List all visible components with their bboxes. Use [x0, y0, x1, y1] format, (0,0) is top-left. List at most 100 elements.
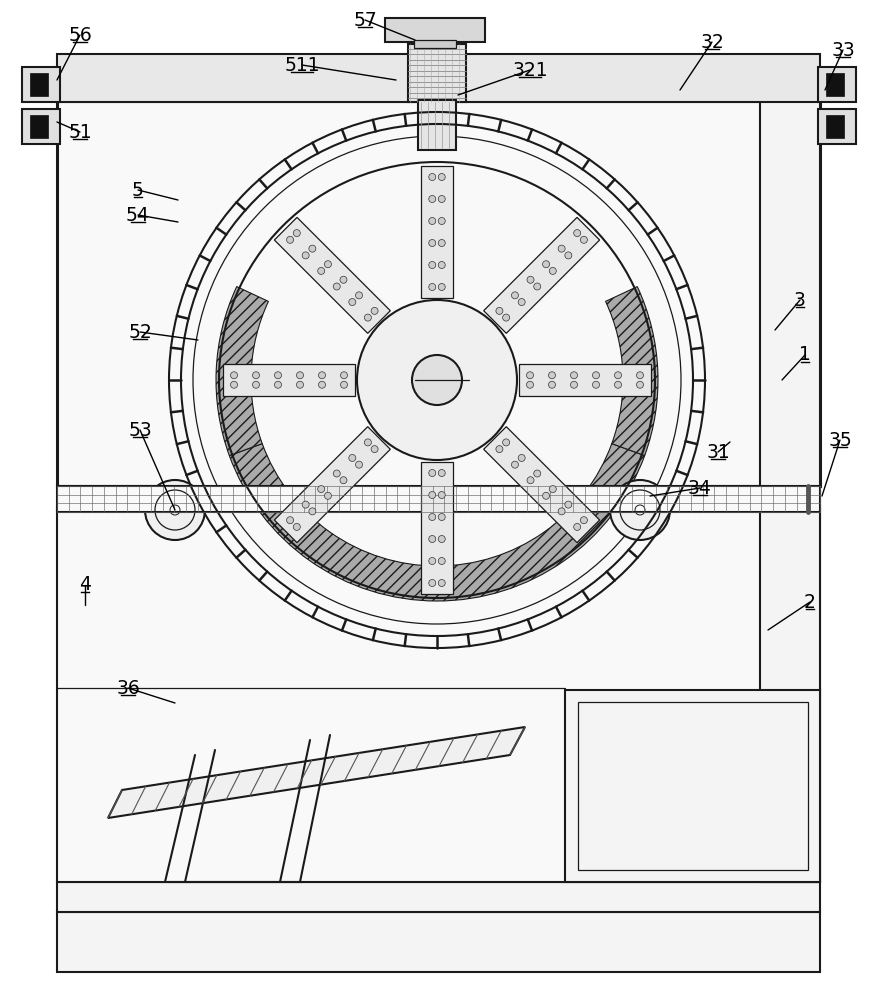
Circle shape [558, 508, 565, 515]
Circle shape [333, 283, 340, 290]
Circle shape [438, 284, 445, 290]
Circle shape [580, 236, 587, 243]
Circle shape [231, 372, 238, 379]
Circle shape [371, 307, 378, 314]
Circle shape [275, 372, 282, 379]
Circle shape [296, 372, 303, 379]
Text: 3: 3 [793, 290, 805, 310]
Circle shape [253, 372, 260, 379]
Circle shape [340, 372, 347, 379]
Circle shape [570, 381, 577, 388]
Circle shape [438, 470, 445, 477]
Circle shape [286, 517, 293, 524]
Circle shape [275, 381, 282, 388]
Polygon shape [420, 462, 453, 594]
Bar [57, 486, 819, 512]
Circle shape [318, 372, 325, 379]
Circle shape [348, 299, 355, 306]
Text: 511: 511 [284, 56, 319, 75]
Polygon shape [420, 166, 453, 298]
Circle shape [253, 381, 260, 388]
Text: 5: 5 [132, 181, 144, 200]
Text: 51: 51 [68, 123, 92, 142]
Circle shape [636, 381, 643, 388]
Polygon shape [483, 217, 599, 333]
Circle shape [339, 477, 346, 484]
Circle shape [592, 381, 599, 388]
Circle shape [309, 508, 316, 515]
Circle shape [438, 261, 445, 268]
Circle shape [438, 514, 445, 520]
Circle shape [231, 381, 238, 388]
Wedge shape [605, 287, 657, 456]
Circle shape [428, 558, 435, 564]
Circle shape [364, 439, 371, 446]
Circle shape [511, 461, 517, 468]
Circle shape [542, 261, 549, 268]
Wedge shape [216, 287, 268, 456]
Polygon shape [274, 427, 390, 543]
Text: 56: 56 [68, 26, 92, 45]
Bar [417, 100, 455, 150]
Bar [817, 109, 855, 144]
Circle shape [286, 236, 293, 243]
Bar [30, 73, 48, 96]
Circle shape [548, 372, 555, 379]
Bar [22, 67, 60, 102]
Circle shape [317, 486, 324, 493]
Circle shape [293, 523, 300, 530]
Circle shape [167, 110, 706, 650]
Circle shape [428, 514, 435, 520]
Circle shape [309, 245, 316, 252]
Bar [57, 912, 819, 972]
Polygon shape [108, 727, 524, 818]
Circle shape [318, 381, 325, 388]
Circle shape [324, 261, 331, 268]
Circle shape [533, 470, 540, 477]
Circle shape [371, 446, 378, 453]
Circle shape [145, 480, 204, 540]
Circle shape [438, 491, 445, 498]
Circle shape [357, 300, 517, 460]
Circle shape [355, 292, 362, 299]
Circle shape [533, 283, 540, 290]
Circle shape [438, 580, 445, 586]
Circle shape [438, 558, 445, 564]
Bar [57, 101, 819, 486]
Circle shape [549, 486, 556, 493]
Text: 52: 52 [128, 322, 152, 342]
Circle shape [438, 536, 445, 542]
Circle shape [438, 218, 445, 225]
Circle shape [438, 239, 445, 246]
Polygon shape [274, 217, 390, 333]
Circle shape [636, 372, 643, 379]
Text: 33: 33 [831, 41, 854, 60]
Circle shape [428, 174, 435, 181]
Circle shape [511, 292, 517, 299]
Circle shape [592, 372, 599, 379]
Circle shape [496, 307, 503, 314]
Circle shape [317, 267, 324, 274]
Circle shape [614, 381, 621, 388]
Circle shape [517, 299, 524, 306]
Circle shape [348, 454, 355, 461]
Bar [759, 101, 819, 882]
Circle shape [293, 230, 300, 237]
Circle shape [573, 523, 580, 530]
Circle shape [355, 461, 362, 468]
Bar [408, 44, 466, 102]
Circle shape [438, 196, 445, 203]
Bar [825, 73, 843, 96]
Circle shape [517, 454, 524, 461]
Polygon shape [518, 364, 650, 396]
Circle shape [558, 245, 565, 252]
Text: 321: 321 [511, 61, 547, 80]
Circle shape [339, 276, 346, 283]
Bar [384, 18, 484, 42]
Circle shape [614, 372, 621, 379]
Text: 35: 35 [827, 430, 851, 450]
Circle shape [411, 355, 461, 405]
Circle shape [324, 492, 331, 499]
Circle shape [428, 470, 435, 477]
Circle shape [573, 230, 580, 237]
